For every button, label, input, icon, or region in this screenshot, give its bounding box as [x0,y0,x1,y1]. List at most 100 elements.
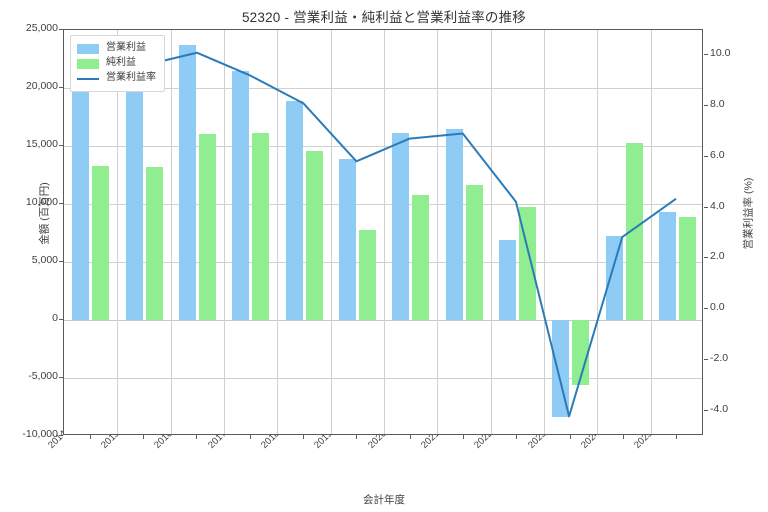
bar-net-profit [625,142,643,320]
gridline-vertical [170,30,172,434]
gridline-vertical [224,30,225,434]
y-axis-left-tick-mark [59,145,63,146]
y-axis-right-tick-label: -4.0 [710,402,729,415]
y-axis-left-tick-mark [59,261,63,262]
bar-operating-profit [445,128,463,320]
bar-operating-profit [285,100,303,320]
y-axis-right-tick-label: 6.0 [710,148,725,161]
y-axis-right-tick-mark [704,105,708,107]
bar-net-profit [92,165,110,320]
x-axis-tick-mark [676,435,678,439]
y-axis-left-tick-mark [59,29,63,30]
gridline-horizontal [64,204,702,205]
y-axis-right-tick-label: -2.0 [710,351,729,364]
bar-net-profit [198,134,216,320]
bar-operating-profit [338,158,356,320]
x-axis-tick-mark [249,435,251,439]
y-axis-right-tick-label: 8.0 [710,98,725,111]
gridline-vertical [384,30,385,434]
bar-operating-profit [232,70,250,320]
legend-swatch-operating-profit [77,43,99,54]
bar-operating-profit [125,64,143,320]
gridline-horizontal [64,378,702,379]
gridline-vertical [544,30,545,434]
x-axis-tick-mark [409,435,411,439]
x-axis-tick-mark [89,435,91,439]
gridline-vertical [330,30,332,434]
gridline-vertical [437,30,439,434]
bar-operating-profit [605,236,623,320]
legend-label-net-profit: 純利益 [106,57,136,69]
y-axis-right-tick-mark [704,155,708,157]
gridline-vertical [597,30,599,434]
y-axis-right-tick-mark [704,358,708,360]
gridline-vertical [117,30,119,434]
y-axis-left-tick-label: 25,000 [25,22,58,34]
y-axis-left-tick-label: -5,000 [28,370,58,382]
gridline-vertical [650,30,652,434]
bar-net-profit [358,229,376,320]
legend-swatch-operating-margin [77,77,99,80]
x-axis-tick-mark [303,435,304,439]
y-axis-left-tick-label: 20,000 [25,80,58,92]
gridline-vertical [490,30,492,434]
y-axis-left-tick-label: -10,000 [22,428,58,440]
x-axis-label: 会計年度 [363,494,405,506]
bar-operating-profit [72,71,90,320]
y-axis-left-tick-label: 15,000 [25,138,58,150]
zero-baseline [64,320,702,321]
y-axis-right-tick-label: 2.0 [710,250,725,263]
bar-operating-profit [552,320,570,418]
legend-label-operating-margin: 営業利益率 [106,72,156,84]
legend-label-operating-profit: 営業利益 [106,42,146,54]
y-axis-right-tick-mark [704,257,708,259]
gridline-horizontal [64,262,702,263]
bar-net-profit [572,320,590,385]
legend-item-operating-margin: 営業利益率 [77,71,156,86]
bar-net-profit [145,166,163,320]
bar-operating-profit [498,239,516,320]
legend-item-net-profit: 純利益 [77,56,156,71]
chart-legend: 営業利益 純利益 営業利益率 [70,35,165,92]
y-axis-left-tick-mark [59,435,63,436]
y-axis-left-tick-label: 5,000 [31,254,58,266]
x-axis-tick-mark [143,435,144,439]
legend-swatch-net-profit [77,58,99,69]
gridline-horizontal [64,146,702,147]
bar-net-profit [465,185,483,320]
y-axis-right-tick-mark [704,409,708,411]
x-axis-tick-mark [516,435,518,439]
bar-net-profit [518,207,536,320]
bar-operating-profit [178,45,196,320]
plot-area [63,29,703,435]
rate-line-series [64,30,702,434]
x-axis-tick-mark [356,435,358,439]
bar-net-profit [305,150,323,320]
bar-net-profit [678,216,696,320]
y-axis-left-tick-mark [59,377,63,378]
y-axis-left-tick-label: 10,000 [25,196,58,208]
x-axis-tick-mark [623,435,624,439]
bar-net-profit [412,194,430,320]
bar-operating-profit [658,212,676,320]
y-axis-left-tick-mark [59,87,63,88]
chart-title: 52320 - 営業利益・純利益と営業利益率の推移 [241,10,527,25]
y-axis-left-tick-label: 0 [52,312,58,324]
y-axis-right-tick-label: 0.0 [710,301,725,314]
y-axis-right-tick-mark [704,54,708,56]
gridline-vertical [277,30,279,434]
y-axis-right-tick-label: 4.0 [710,199,725,212]
y-axis-right-tick-mark [704,206,708,208]
y-axis-right-tick-mark [704,308,708,310]
bar-operating-profit [392,133,410,320]
bar-net-profit [252,133,270,320]
x-axis-tick-mark [463,435,464,439]
y-axis-right-tick-label: 10.0 [710,47,731,60]
y-axis-left-tick-mark [59,319,63,320]
x-axis-tick-mark [569,435,571,439]
legend-item-operating-profit: 営業利益 [77,41,156,56]
gridline-horizontal [64,88,702,89]
x-axis-tick-mark [196,435,198,439]
y-axis-left-tick-mark [59,203,63,204]
